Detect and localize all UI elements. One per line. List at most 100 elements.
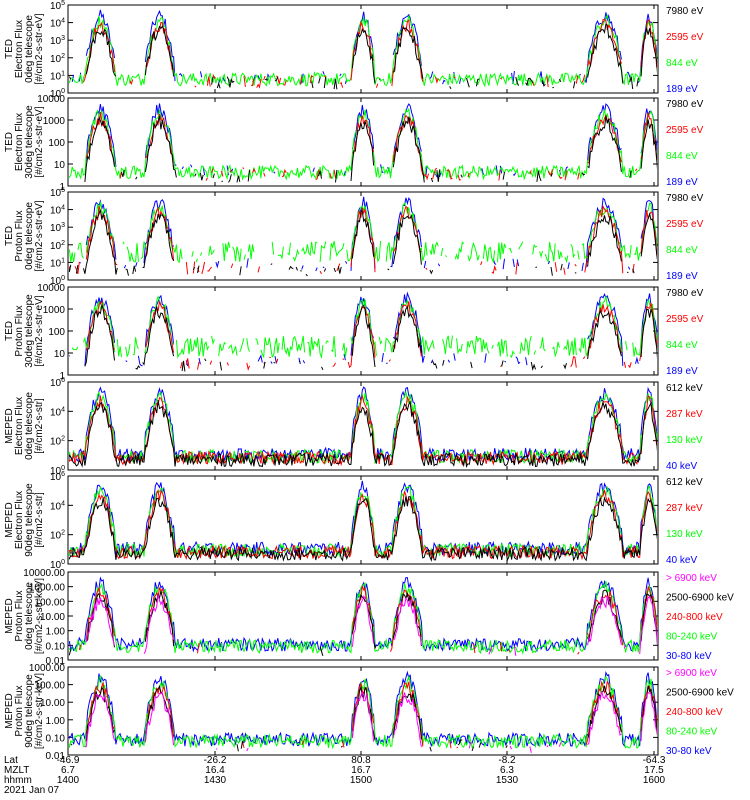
y-axis-label: MEPEDElectron Flux90deg telescope[#/cm2-… [4,483,45,557]
y-tick-label: 105 [50,0,65,12]
series-red [85,111,657,181]
x-tick-label-hhmm: 1500 [350,775,373,786]
series-black [69,23,657,90]
y-tick-label: 100 [48,327,65,338]
y-tick-label: 106 [50,471,65,483]
y-axis-label-line: MEPED [4,693,15,729]
legend-entry: 240-800 keV [666,707,723,718]
panel-3: 100 101 102 103 104 105 TEDProton Flux0deg tel… [4,187,704,287]
y-axis-label-line: Proton Flux [14,590,25,641]
y-tick-label: 104 [50,205,65,217]
y-tick-label: 100 [50,275,65,287]
y-axis-label-line: [#/cm2-s-str-eV] [34,106,45,177]
y-tick-label: 10000 [37,94,65,105]
x-axis-row-label: 2021 Jan 07 [4,785,59,796]
y-axis-label: TEDElectron Flux30deg telescope[#/cm2-s-… [4,105,45,179]
y-tick-label: 102 [50,53,65,65]
legend-entry: 240-800 keV [666,612,723,623]
series-black [69,400,657,468]
legend-entry: 80-240 keV [666,727,717,738]
legend-entry: 130 keV [666,529,703,540]
series-green [69,674,657,750]
y-tick-label: 100 [50,559,65,571]
x-axis-row-label: hhmm [4,775,32,786]
panel-7: 0.010.101.0010.00100.001000.0010000.00ME… [4,568,734,667]
y-axis-label-line: TED [4,226,15,246]
y-axis-label-line: 0deg telescope [24,392,35,460]
y-axis-label: TEDElectron Flux0deg telescope[#/cm2-s-s… [4,13,45,84]
y-axis-label-line: 90deg telescope [24,674,35,748]
y-tick-label: 1.00 [46,627,66,638]
series-green [69,580,657,655]
y-tick-label: 102 [50,530,65,542]
y-tick-label: 1000 [43,305,66,316]
y-tick-label: 10.00 [40,612,65,623]
series-blue [69,386,657,463]
x-tick-label-mzlt: 16.7 [351,765,371,776]
y-axis-label-line: 0deg telescope [24,15,35,83]
y-tick-label: 1 [59,371,65,382]
data-traces [69,9,657,90]
data-traces [69,480,657,563]
panel-frame [67,666,659,756]
legend-entry: 40 keV [666,461,697,472]
legend-entry: 189 eV [666,271,698,282]
x-tick-label-hhmm: 1600 [643,775,666,786]
y-tick-label: 10000 [37,283,65,294]
series-black [84,303,657,372]
y-axis-label-line: Proton Flux [14,210,25,261]
y-tick-label: 1000.00 [29,663,66,674]
y-tick-label: 100.00 [34,597,65,608]
series-red [83,18,657,89]
y-axis-label-line: 0deg telescope [24,582,35,650]
series-green [69,13,657,88]
y-tick-label: 0.01 [46,656,66,667]
legend-entry: 287 keV [666,503,703,514]
legend-entry: 2595 eV [666,314,704,325]
x-tick-label-lat: -64.3 [643,755,666,766]
y-axis-label-line: [#/cm2-s-str-eV] [34,13,45,84]
y-tick-label: 102 [50,240,65,252]
legend-entry: 7980 eV [666,6,704,17]
legend-entry: 189 eV [666,177,698,188]
y-axis-label-line: Proton Flux [14,305,25,356]
legend-entry: 844 eV [666,245,698,256]
y-tick-label: 100.00 [34,681,65,692]
data-traces [69,103,657,183]
y-axis-label: TEDProton Flux0deg telescope[#/cm2-s-str… [4,200,45,271]
y-axis-label-line: MEPED [4,502,15,538]
y-tick-label: 0.10 [46,641,66,652]
legend-entry: 189 eV [666,84,698,95]
y-axis-label-line: 90deg telescope [24,483,35,557]
series-red [78,585,657,655]
legend-entry: > 6900 keV [666,573,717,584]
y-axis-label-line: [#/cm2-s-str-keV] [34,673,45,749]
panel-frame [67,475,659,565]
legend-entry: 2595 eV [666,32,704,43]
legend-entry: 30-80 keV [666,651,712,662]
y-axis-label-line: MEPED [4,598,15,634]
x-axis-row-label: MZLT [4,765,29,776]
legend-entry: 844 eV [666,340,698,351]
legend-entry: 7980 eV [666,99,704,110]
x-tick-label-hhmm: 1430 [204,775,227,786]
y-axis-label-line: 30deg telescope [24,105,35,179]
y-axis-label-line: Electron Flux [14,491,25,549]
y-axis-label-line: Proton Flux [14,685,25,736]
series-blue [69,480,657,557]
y-axis-label: MEPEDProton Flux90deg telescope[#/cm2-s-… [4,673,45,749]
y-tick-label: 101 [50,70,65,82]
y-axis-label-line: Electron Flux [14,397,25,455]
series-blue [69,670,657,748]
series-black [69,209,657,277]
y-tick-label: 104 [50,18,65,30]
y-axis-label-line: [#/cm2-s-str-keV] [34,578,45,654]
series-black [84,116,657,183]
panel-8: 0.010.101.0010.00100.001000.00MEPEDProto… [4,663,734,762]
legend-entry: 287 keV [666,409,703,420]
series-blue [79,196,657,272]
legend-entry: 130 keV [666,435,703,446]
panel-5: 100 102 104 106 MEPEDElectron Flux0deg teles… [4,377,703,477]
y-axis-label-line: [#/cm2-s-str] [34,398,45,454]
legend-entry: 30-80 keV [666,746,712,757]
